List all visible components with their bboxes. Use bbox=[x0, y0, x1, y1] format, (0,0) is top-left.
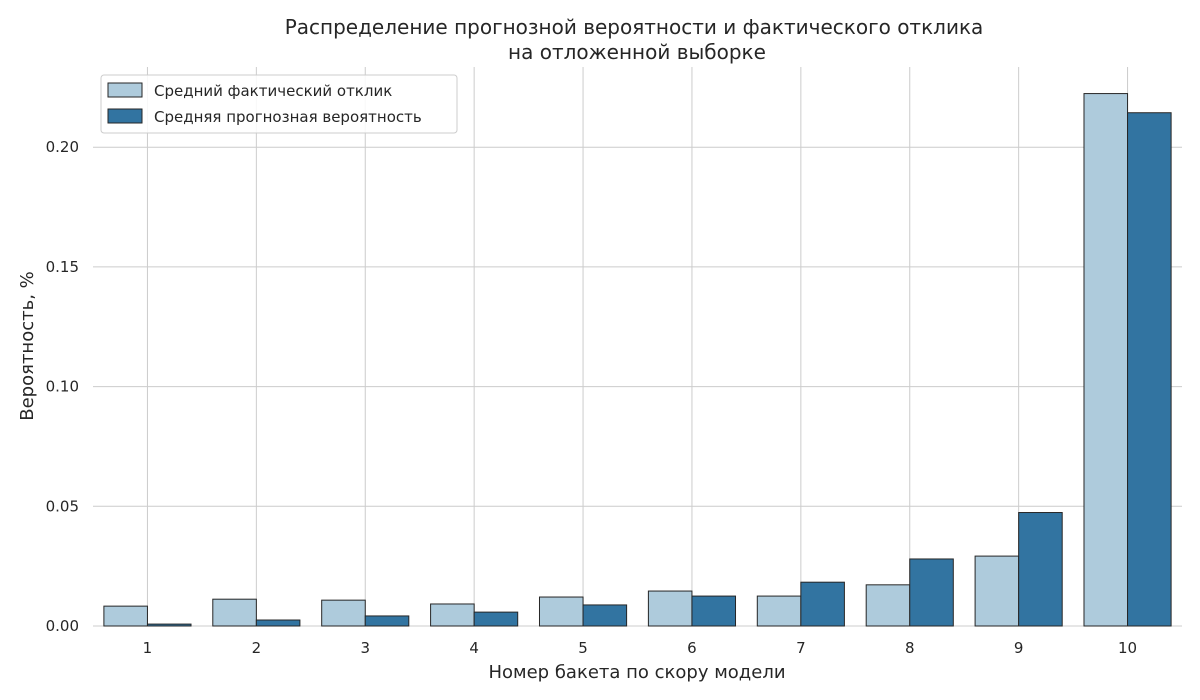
bar-predicted-probability bbox=[909, 558, 954, 627]
bar-actual-response bbox=[212, 598, 257, 627]
bar-predicted-probability bbox=[146, 623, 192, 627]
legend-label-actual: Средний фактический отклик bbox=[154, 82, 392, 100]
bar-actual-response bbox=[321, 599, 366, 627]
bar-actual-response bbox=[974, 555, 1020, 627]
bar-predicted-probability bbox=[473, 611, 519, 627]
bar-predicted-probability bbox=[691, 595, 737, 627]
x-tick-label: 2 bbox=[252, 639, 262, 657]
x-tick-label: 6 bbox=[687, 639, 697, 657]
y-tick-label: 0.20 bbox=[46, 138, 79, 156]
y-tick-label: 0.05 bbox=[46, 497, 79, 515]
y-tick-label: 0.10 bbox=[46, 378, 79, 396]
x-tick-label: 7 bbox=[796, 639, 806, 657]
bars bbox=[103, 93, 1172, 627]
x-tick-label: 1 bbox=[143, 639, 153, 657]
x-axis-label: Номер бакета по скору модели bbox=[488, 662, 785, 683]
bar-predicted-probability bbox=[364, 615, 410, 627]
legend-frame bbox=[100, 74, 458, 134]
bar-actual-response bbox=[865, 584, 911, 627]
bar-predicted-probability bbox=[255, 619, 301, 627]
x-tick-label: 5 bbox=[578, 639, 588, 657]
bar-actual-response bbox=[647, 590, 693, 627]
legend-swatch-predicted bbox=[107, 108, 143, 124]
chart-title-line-1: Распределение прогнозной вероятности и ф… bbox=[285, 15, 984, 39]
x-tick-label: 10 bbox=[1118, 639, 1137, 657]
y-tick-label: 0.00 bbox=[46, 617, 79, 635]
bar-predicted-probability bbox=[1018, 512, 1063, 627]
x-tick-label: 8 bbox=[905, 639, 915, 657]
bar-predicted-probability bbox=[1127, 112, 1172, 627]
bar-predicted-probability bbox=[582, 604, 628, 627]
x-tick-label: 4 bbox=[469, 639, 479, 657]
ticks: 0.00 0.05 0.10 0.15 0.20 1 2 3 4 5 6 7 8 9 10 bbox=[46, 138, 1138, 657]
bar-actual-response bbox=[1083, 93, 1129, 627]
bar-predicted-probability bbox=[800, 581, 845, 627]
legend-swatch-actual bbox=[107, 82, 143, 98]
legend-label-predicted: Средняя прогнозная вероятность bbox=[154, 108, 422, 126]
bar-actual-response bbox=[430, 603, 475, 627]
x-tick-label: 9 bbox=[1014, 639, 1024, 657]
x-tick-label: 3 bbox=[360, 639, 370, 657]
chart-title-line-2: на отложенной выборке bbox=[508, 40, 766, 64]
y-tick-label: 0.15 bbox=[46, 258, 79, 276]
bar-actual-response bbox=[756, 595, 802, 627]
bar-actual-response bbox=[538, 596, 584, 627]
legend: Средний фактический отклик Средняя прогн… bbox=[100, 74, 458, 134]
y-axis-label: Вероятность, % bbox=[17, 271, 38, 421]
bar-actual-response bbox=[103, 605, 148, 627]
